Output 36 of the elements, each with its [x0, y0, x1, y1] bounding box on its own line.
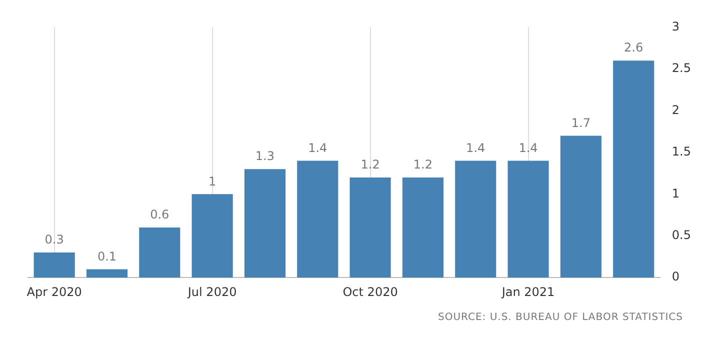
- y-tick-label: 1: [672, 186, 680, 200]
- bar: [402, 177, 444, 278]
- y-tick-label: 3: [672, 19, 680, 34]
- x-tick-label: Apr 2020: [26, 284, 82, 299]
- data-label: 1.7: [571, 116, 590, 130]
- x-tick-label: Oct 2020: [342, 284, 398, 299]
- bar: [455, 160, 496, 278]
- bar: [34, 252, 75, 278]
- data-label: 0.3: [44, 232, 64, 247]
- y-tick-label: 2: [672, 102, 680, 117]
- bar: [613, 60, 654, 278]
- data-label: 1.2: [360, 158, 380, 172]
- data-label: 1: [208, 174, 216, 188]
- y-tick-label: 0.5: [672, 228, 692, 242]
- data-label: 1.4: [308, 140, 328, 155]
- data-label: 0.6: [150, 208, 170, 222]
- x-tick-label: Jul 2020: [186, 284, 237, 299]
- bar: [508, 160, 549, 278]
- y-tick-label: 2.5: [672, 61, 692, 76]
- y-tick-label: 0: [672, 270, 680, 284]
- source-note: SOURCE: U.S. BUREAU OF LABOR STATISTICS: [437, 312, 684, 323]
- data-label: 2.6: [624, 40, 644, 55]
- data-label: 1.4: [518, 140, 538, 155]
- data-label: 0.1: [97, 249, 117, 264]
- data-label: 1.3: [255, 149, 275, 164]
- bar: [192, 194, 233, 278]
- bar: [297, 160, 338, 278]
- bar: [244, 169, 286, 278]
- bar: [139, 228, 180, 278]
- x-tick-label: Jan 2021: [500, 284, 555, 299]
- data-label: 1.4: [466, 140, 486, 155]
- bar: [350, 177, 391, 278]
- bar: [86, 269, 128, 278]
- data-label: 1.2: [413, 158, 432, 172]
- y-tick-label: 1.5: [672, 144, 692, 159]
- bar: [560, 136, 602, 278]
